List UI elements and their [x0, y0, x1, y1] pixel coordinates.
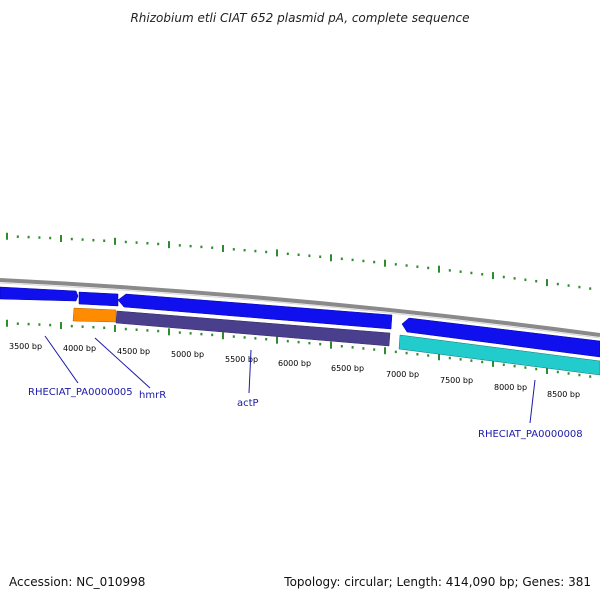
- leader-line: [529, 379, 536, 424]
- gene-label[interactable]: RHECIAT_PA0000008: [478, 429, 583, 440]
- gene-RHECIAT_PA0000008-block[interactable]: [398, 334, 600, 376]
- outer-tick-track: [6, 232, 592, 290]
- gene-actP-block[interactable]: [117, 293, 393, 330]
- scale-label: 3500 bp: [9, 342, 42, 351]
- gene-forward-4[interactable]: [401, 317, 600, 358]
- sequence-backbone: [0, 278, 600, 337]
- leader-line: [248, 349, 252, 394]
- scale-label: 8500 bp: [547, 390, 580, 399]
- inner-tick-track: [6, 319, 592, 378]
- scale-label: 5000 bp: [171, 350, 204, 359]
- sequence-stats: Topology: circular; Length: 414,090 bp; …: [284, 575, 591, 589]
- scale-label: 6000 bp: [278, 359, 311, 368]
- gene-hmrR-block[interactable]: [72, 307, 117, 323]
- scale-label: 4500 bp: [117, 347, 150, 356]
- scale-label: 6500 bp: [331, 364, 364, 373]
- gene-label[interactable]: hmrR: [139, 390, 166, 401]
- scale-label: 7500 bp: [440, 376, 473, 385]
- sequence-backbone-inner: [0, 282, 600, 339]
- gene-purple-block[interactable]: [115, 310, 391, 347]
- scale-label: 4000 bp: [63, 344, 96, 353]
- map-title: Rhizobium etli CIAT 652 plasmid pA, comp…: [130, 11, 469, 25]
- accession-text: Accession: NC_010998: [9, 575, 146, 589]
- leader-line: [44, 335, 79, 384]
- scale-label: 5500 bp: [225, 355, 258, 364]
- gene-label[interactable]: actP: [237, 398, 259, 409]
- gene-label[interactable]: RHECIAT_PA0000005: [28, 387, 133, 398]
- scale-labels: 3500 bp 4000 bp 4500 bp 5000 bp 5500 bp …: [9, 342, 580, 399]
- scale-label: 8000 bp: [494, 383, 527, 392]
- scale-label: 7000 bp: [386, 370, 419, 379]
- gene-forward-1[interactable]: [0, 286, 79, 302]
- leader-line: [94, 337, 151, 389]
- gene-forward-2[interactable]: [78, 291, 119, 307]
